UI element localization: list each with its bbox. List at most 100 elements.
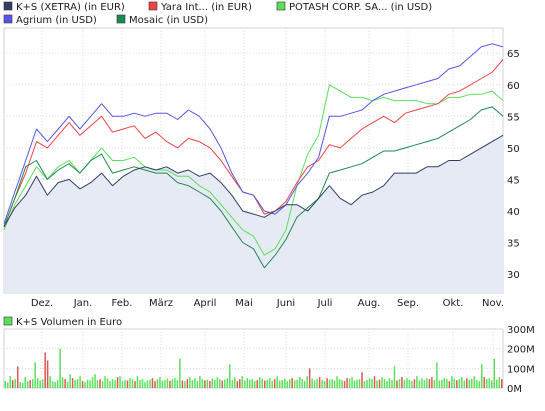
volume-bar: [206, 379, 209, 388]
volume-bar: [298, 377, 301, 388]
volume-bar: [401, 377, 403, 388]
volume-bar: [39, 380, 41, 388]
legend-label: K+S (XETRA) (in EUR): [16, 2, 125, 13]
volume-bar: [104, 376, 106, 388]
volume-bar: [86, 379, 89, 388]
volume-bar: [174, 378, 176, 388]
x-tick-label: Juni: [276, 298, 295, 309]
x-tick-label: Nov.: [482, 298, 504, 309]
volume-bar: [66, 381, 69, 388]
volume-bar: [386, 381, 388, 388]
volume-bar: [396, 380, 398, 388]
volume-bar: [69, 374, 71, 388]
volume-bar: [416, 376, 418, 388]
volume-bar: [433, 380, 436, 388]
volume-bar: [418, 380, 421, 388]
volume-bar: [291, 378, 293, 388]
volume-bar: [209, 381, 211, 388]
volume-bar: [361, 372, 363, 388]
volume-bar: [276, 376, 278, 388]
volume-bar: [61, 377, 64, 388]
volume-bar: [21, 383, 24, 388]
volume-bar: [313, 380, 316, 388]
volume-bar: [483, 377, 486, 388]
volume-bar: [413, 379, 416, 388]
volume-bar: [461, 377, 463, 388]
legend-swatch: [276, 1, 286, 11]
volume-bar: [26, 381, 29, 388]
volume-bar: [468, 379, 471, 388]
volume-bar: [288, 379, 291, 388]
legend-label: K+S Volumen in Euro: [16, 317, 122, 328]
volume-chart-panel: 0M 100M 200M 300M: [3, 325, 535, 395]
volume-bar: [453, 378, 456, 388]
legend-swatch: [116, 14, 126, 24]
volume-bar: [333, 380, 336, 388]
volume-bar: [471, 379, 473, 388]
volume-bar: [99, 379, 101, 388]
volume-bar: [106, 378, 109, 388]
volume-bar: [366, 380, 368, 388]
volume-bar: [216, 377, 219, 388]
volume-bar: [438, 380, 441, 388]
volume-bar: [296, 379, 298, 388]
x-tick-label: Okt.: [443, 298, 464, 309]
volume-plot-area: [3, 328, 504, 389]
volume-bar: [114, 380, 116, 388]
y-tick-label: 0M: [507, 384, 522, 395]
y-tick-label: 60: [507, 81, 520, 92]
volume-bar: [89, 380, 91, 388]
volume-bar: [14, 379, 16, 388]
volume-bar: [393, 366, 396, 388]
volume-bar: [229, 364, 231, 388]
series-line: [3, 43, 504, 224]
volume-bar: [219, 379, 221, 388]
volume-bar: [353, 380, 356, 388]
volume-bar: [421, 378, 423, 388]
volume-bar: [463, 380, 466, 388]
volume-bar: [64, 379, 66, 388]
volume-bar: [249, 379, 251, 388]
volume-bar: [331, 379, 333, 388]
volume-bar: [54, 382, 56, 388]
volume-bar: [146, 380, 149, 388]
volume-bar: [81, 381, 84, 388]
volume-bar: [91, 377, 94, 388]
volume-bar: [261, 378, 263, 388]
volume-bar: [184, 381, 186, 388]
volume-bar: [436, 362, 438, 388]
volume-bar: [428, 379, 431, 388]
volume-bar: [391, 380, 393, 388]
x-tick-label: Feb.: [112, 298, 133, 309]
volume-bar: [16, 366, 19, 388]
volume-bar: [336, 376, 338, 388]
volume-bar: [226, 378, 229, 388]
volume-bar: [4, 381, 6, 388]
volume-bar: [241, 376, 244, 388]
volume-bar: [144, 382, 146, 388]
volume-bar: [498, 377, 501, 388]
volume-bar: [383, 379, 386, 388]
volume-bar: [476, 380, 478, 388]
volume-bar: [363, 381, 366, 388]
volume-bar: [149, 379, 151, 388]
volume-bar: [318, 377, 321, 388]
volume-bar: [473, 376, 476, 388]
volume-bar: [321, 380, 323, 388]
volume-bar: [378, 379, 381, 388]
volume-bar: [323, 381, 326, 388]
legend-label: POTASH CORP. SA... (in USD): [289, 2, 432, 13]
volume-bar: [376, 380, 378, 388]
y-tick-label: 200M: [507, 345, 535, 356]
legend-label: Agrium (in USD): [16, 15, 97, 26]
volume-bar: [36, 378, 39, 388]
volume-bar: [151, 378, 154, 388]
volume-bar: [109, 381, 111, 388]
volume-bar: [159, 377, 161, 388]
y-tick-label: 45: [507, 175, 520, 186]
volume-bar: [278, 380, 281, 388]
volume-bar: [76, 379, 79, 388]
volume-bar: [348, 378, 351, 388]
volume-bar: [201, 379, 204, 388]
volume-bar: [308, 368, 311, 388]
